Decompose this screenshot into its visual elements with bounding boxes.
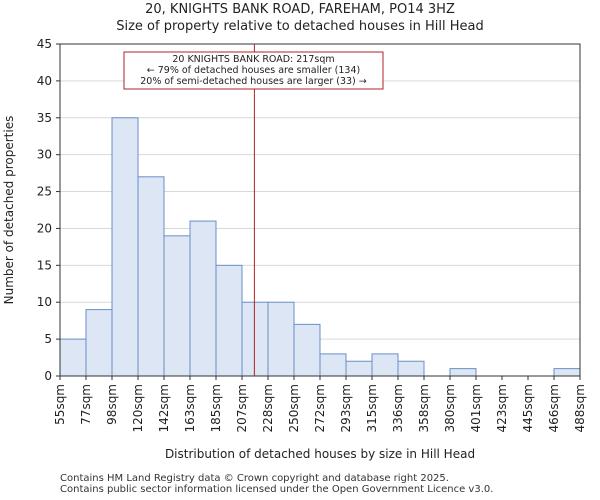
x-tick-label: 488sqm	[573, 384, 587, 432]
bar	[189, 220, 217, 377]
bar	[137, 176, 165, 377]
x-tick-label: 163sqm	[183, 384, 197, 432]
bar	[267, 301, 295, 377]
x-tick-label: 207sqm	[235, 384, 249, 432]
x-tick-label: 77sqm	[79, 384, 93, 425]
bar	[111, 117, 139, 377]
y-axis-label: Number of detached properties	[2, 116, 16, 305]
x-tick-label: 336sqm	[391, 384, 405, 432]
bar	[553, 368, 581, 377]
annotation-line-2: ← 79% of detached houses are smaller (13…	[147, 65, 360, 76]
x-tick-label: 250sqm	[287, 384, 301, 432]
property-annotation: 20 KNIGHTS BANK ROAD: 217sqm ← 79% of de…	[123, 51, 384, 90]
y-tick-label: 35	[37, 111, 52, 125]
bar	[85, 309, 113, 377]
x-tick-label: 445sqm	[521, 384, 535, 432]
x-tick-label: 401sqm	[469, 384, 483, 432]
x-tick-label: 185sqm	[209, 384, 223, 432]
y-tick-label: 5	[44, 332, 52, 346]
bar	[59, 338, 87, 377]
x-axis-ticks: 55sqm 77sqm 98sqm 120sqm 142sqm 163sqm 185sqm 2…	[53, 376, 587, 432]
chart-subtitle: Size of property relative to detached ho…	[116, 19, 484, 34]
bar	[215, 264, 243, 377]
bar	[241, 301, 269, 377]
y-tick-label: 20	[37, 221, 52, 235]
x-tick-label: 315sqm	[365, 384, 379, 432]
chart-title-address: 20, KNIGHTS BANK ROAD, FAREHAM, PO14 3HZ	[145, 2, 455, 17]
y-tick-label: 0	[44, 369, 52, 383]
y-axis-ticks: 0 5 10 15 20 25 30 35 40 45	[37, 37, 60, 383]
x-tick-label: 272sqm	[313, 384, 327, 432]
x-tick-label: 120sqm	[131, 384, 145, 432]
bar	[449, 368, 477, 377]
y-tick-label: 15	[37, 258, 52, 272]
x-tick-label: 358sqm	[417, 384, 431, 432]
bar	[345, 360, 373, 377]
x-axis-label: Distribution of detached houses by size …	[165, 447, 475, 461]
bar	[163, 235, 191, 377]
x-tick-label: 98sqm	[105, 384, 119, 425]
y-tick-label: 10	[37, 295, 52, 309]
x-tick-label: 142sqm	[157, 384, 171, 432]
footer-licence: Contains public sector information licen…	[60, 484, 494, 495]
x-tick-label: 466sqm	[547, 384, 561, 432]
bar	[371, 353, 399, 377]
annotation-box	[123, 51, 384, 90]
x-tick-label: 293sqm	[339, 384, 353, 432]
bar	[397, 360, 425, 377]
y-tick-label: 30	[37, 148, 52, 162]
y-tick-label: 40	[37, 74, 52, 88]
x-tick-label: 423sqm	[495, 384, 509, 432]
footer-copyright: Contains HM Land Registry data © Crown c…	[60, 473, 449, 484]
bar	[319, 353, 347, 377]
annotation-line-3: 20% of semi-detached houses are larger (…	[140, 76, 367, 87]
annotation-line-1: 20 KNIGHTS BANK ROAD: 217sqm	[172, 54, 334, 65]
x-tick-label: 380sqm	[443, 384, 457, 432]
bar	[293, 323, 321, 377]
x-tick-label: 55sqm	[53, 384, 67, 425]
x-tick-label: 228sqm	[261, 384, 275, 432]
y-tick-label: 25	[37, 185, 52, 199]
y-tick-label: 45	[37, 37, 52, 51]
bars	[59, 117, 581, 377]
